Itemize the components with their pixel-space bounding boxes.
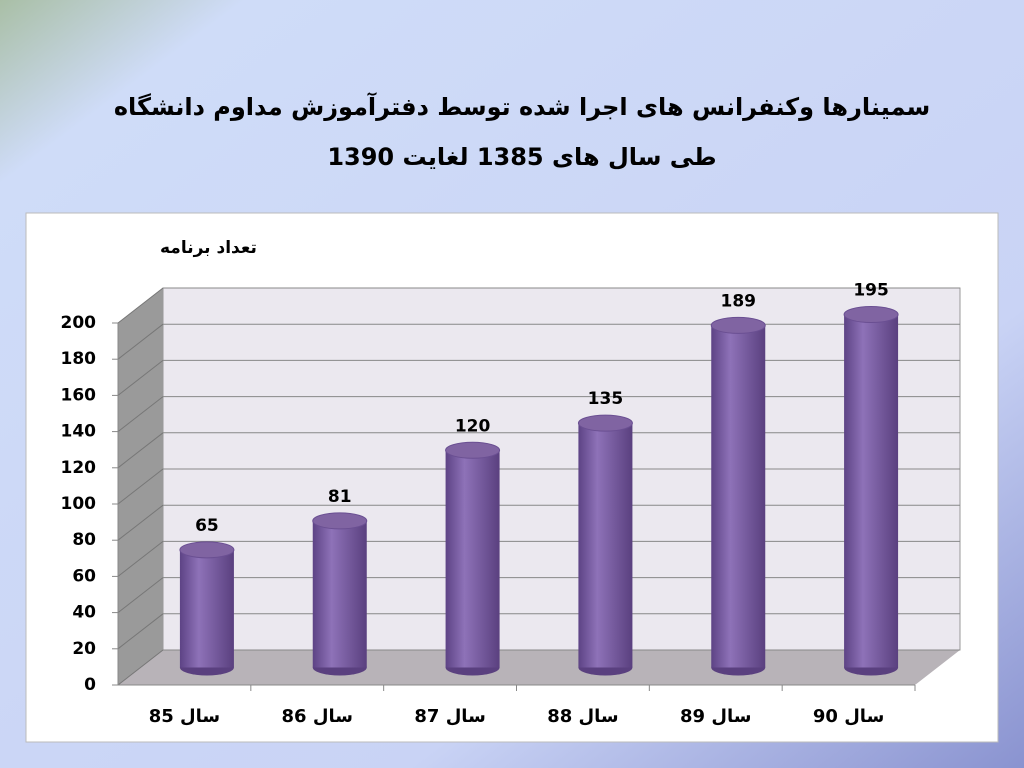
- value-label: 65: [195, 516, 219, 536]
- grid-line: [117, 360, 164, 396]
- bar: [312, 520, 367, 668]
- y-tick-label: 80: [72, 530, 96, 550]
- grid-line: [117, 432, 164, 469]
- grid-line: [117, 287, 164, 324]
- y-tick-label: 140: [61, 422, 97, 442]
- value-label: 195: [853, 281, 889, 301]
- y-axis-label: تعداد برنامه: [160, 238, 257, 258]
- y-tick-label: 100: [61, 494, 97, 514]
- bar-top: [577, 414, 633, 432]
- y-tick-label: 20: [72, 639, 96, 659]
- grid-line: [117, 613, 164, 650]
- value-label: 135: [588, 389, 624, 409]
- bar: [844, 314, 899, 668]
- grid-line: [117, 468, 164, 505]
- value-label: 81: [328, 487, 352, 507]
- grid-line: [117, 577, 164, 613]
- y-tick-label: 60: [72, 566, 96, 586]
- bar: [578, 423, 633, 668]
- bar-top: [445, 441, 501, 459]
- chart-subtitle: طی سال های 1385 لغایت 1390: [327, 143, 716, 171]
- floor: [118, 650, 960, 685]
- y-tick-label: 200: [61, 313, 97, 333]
- y-tick-label: 0: [84, 675, 96, 695]
- bar-top: [312, 512, 368, 530]
- y-tick-label: 180: [61, 349, 97, 369]
- grid-line: [117, 541, 164, 577]
- bar: [445, 450, 500, 668]
- x-tick-label: سال 89: [680, 706, 751, 727]
- grid-line: [117, 504, 164, 541]
- bar: [179, 549, 234, 668]
- grid-line: [117, 396, 164, 432]
- y-tick-label: 40: [72, 603, 96, 623]
- grid-line: [117, 649, 164, 686]
- x-tick-label: سال 87: [414, 706, 485, 727]
- y-tick-label: 120: [61, 458, 97, 478]
- value-label: 120: [455, 416, 491, 436]
- x-tick-label: سال 86: [282, 706, 353, 727]
- bar-top: [179, 541, 235, 559]
- bar: [711, 325, 766, 668]
- grid-line: [117, 323, 164, 360]
- value-label: 189: [721, 291, 757, 311]
- chart-title: سمینارها وکنفرانس های اجرا شده توسط دفتر…: [114, 92, 930, 121]
- bar-top: [843, 306, 899, 324]
- x-tick-label: سال 85: [149, 706, 220, 727]
- y-tick-label: 160: [61, 385, 97, 405]
- x-tick-label: سال 90: [813, 706, 884, 727]
- x-tick-label: سال 88: [547, 706, 618, 727]
- bar-top: [710, 316, 766, 334]
